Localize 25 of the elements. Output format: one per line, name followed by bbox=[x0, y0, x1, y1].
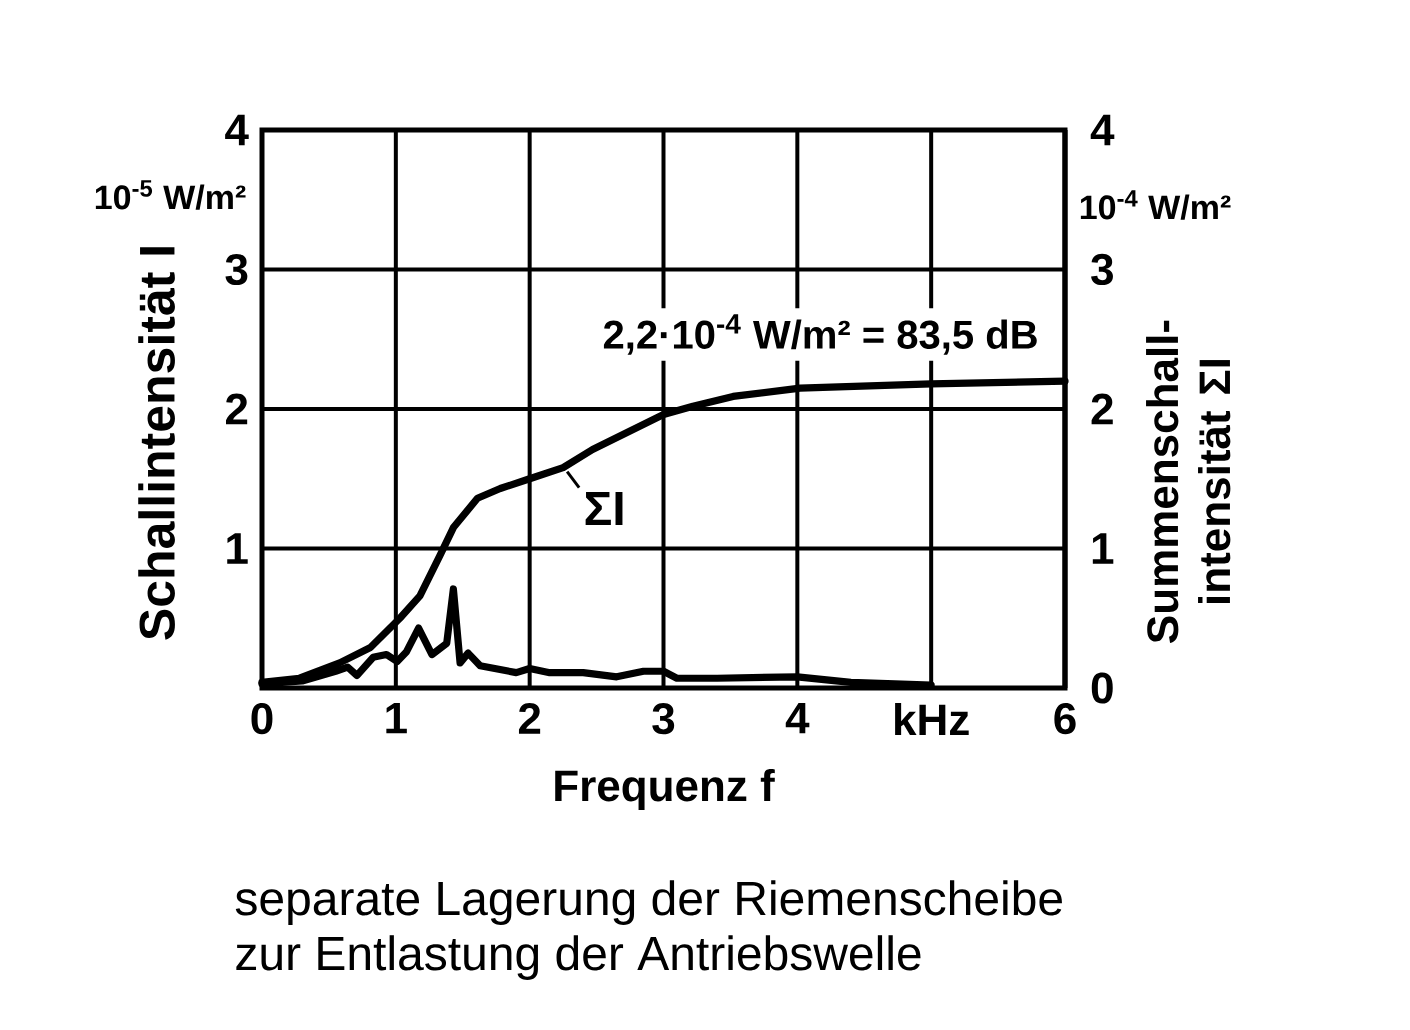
x-tick-label: 2 bbox=[518, 703, 541, 734]
x-tick-label: 3 bbox=[652, 703, 675, 735]
x-tick-label: 0 bbox=[251, 703, 273, 735]
y2-tick-label: 2 bbox=[1091, 393, 1113, 425]
x-tick-label: 4 bbox=[785, 703, 810, 734]
y-tick-label: 4 bbox=[225, 114, 249, 146]
y-tick-label: 2 bbox=[226, 393, 248, 425]
y-axis-title: Schallintensität I bbox=[138, 247, 175, 640]
text: 10$^{-4}$ W/m² bbox=[1080, 190, 1231, 220]
x-tick-label: 6 bbox=[1054, 703, 1076, 735]
x-tick-label: 1 bbox=[386, 703, 407, 734]
y2-tick-label: 0 bbox=[1091, 672, 1113, 704]
text: separate Lagerung der Riemenscheibe bbox=[235, 880, 1062, 925]
y2-tick-label: 1 bbox=[1092, 533, 1114, 564]
x-axis-title: Frequenz f bbox=[555, 769, 775, 811]
legend-label: ΣI bbox=[585, 491, 623, 526]
y2-tick-label: 4 bbox=[1090, 114, 1115, 146]
x-tick-label: kHz bbox=[895, 703, 969, 735]
y-tick-label: 3 bbox=[225, 253, 248, 286]
y2-tick-label: 3 bbox=[1091, 253, 1113, 286]
y2-axis-title: Summenschall-intensität ΣI bbox=[1146, 320, 1231, 643]
text: zur Entlastung der Antriebswelle bbox=[236, 935, 921, 980]
y-tick-label: 1 bbox=[227, 533, 248, 564]
annotation: 2,2·10$^{-4}$ W/m² = 83,5 dB bbox=[603, 314, 1037, 355]
text: 10$^{-5}$ W/m² bbox=[95, 180, 246, 210]
